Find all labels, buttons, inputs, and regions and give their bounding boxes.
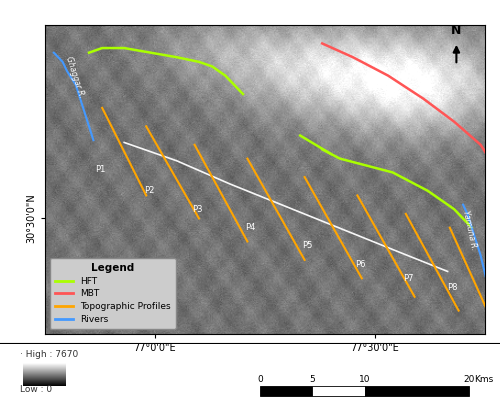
Bar [312,387,364,396]
Bar [364,387,469,396]
Text: 5: 5 [310,375,315,384]
Text: Ghaggar R.: Ghaggar R. [64,55,86,98]
Text: P4: P4 [245,223,256,232]
Text: P8: P8 [448,283,458,292]
Text: P5: P5 [302,241,313,250]
Text: N: N [451,24,462,38]
Text: 0: 0 [257,375,263,384]
Text: · High : 7670: · High : 7670 [20,349,78,359]
Text: P1: P1 [96,166,106,174]
Text: P2: P2 [144,186,154,195]
Text: 10: 10 [359,375,370,384]
Bar [260,387,312,396]
Text: Kms: Kms [474,375,494,384]
Text: Low : 0: Low : 0 [20,385,52,394]
Text: P3: P3 [192,205,203,214]
Legend: HFT, MBT, Topographic Profiles, Rivers: HFT, MBT, Topographic Profiles, Rivers [50,258,176,329]
Text: 20: 20 [464,375,475,384]
Text: P6: P6 [355,260,366,269]
Text: Yamuna R.: Yamuna R. [461,209,478,250]
Text: P7: P7 [404,274,414,283]
